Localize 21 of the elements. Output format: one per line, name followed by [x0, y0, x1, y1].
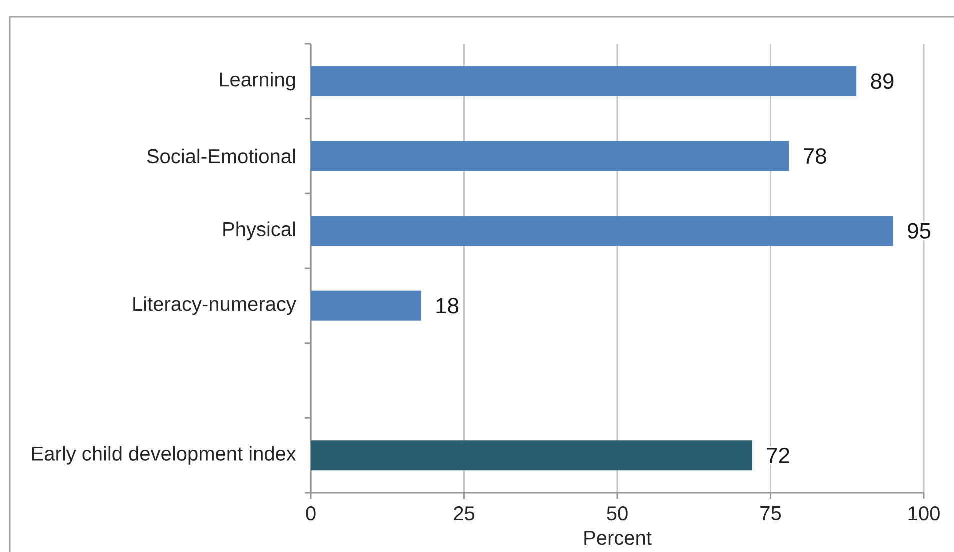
x-tick-label: 25 [454, 506, 475, 521]
bar [311, 440, 752, 471]
data-label: 78 [804, 148, 826, 164]
y-tick-label: Physical [224, 222, 296, 240]
bar [311, 290, 422, 321]
data-label: 18 [436, 298, 459, 314]
y-tick-label: Learning [220, 72, 296, 91]
x-tick-label: 100 [908, 506, 940, 521]
data-label: 89 [871, 74, 894, 90]
bar [311, 66, 857, 96]
bar [311, 141, 790, 172]
y-tick-label: Early child development index [32, 446, 296, 465]
data-label: 72 [767, 448, 790, 464]
x-tick-label: 75 [760, 506, 782, 520]
x-tick-label: 50 [607, 506, 628, 521]
bar [311, 216, 894, 246]
y-tick-label: Social-Emotional [147, 148, 296, 164]
y-tick-label: Literacy-numeracy [134, 296, 296, 316]
x-axis-title: Percent [584, 531, 652, 546]
data-label: 95 [908, 223, 931, 239]
x-tick-label: 0 [306, 506, 316, 521]
